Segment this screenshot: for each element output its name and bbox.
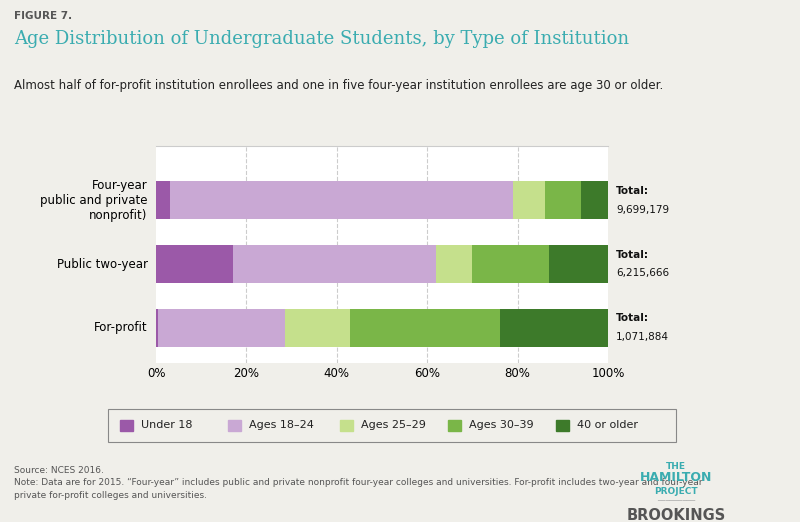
Bar — [170, 181, 513, 219]
Bar — [350, 309, 499, 347]
Text: Total:: Total: — [616, 250, 649, 259]
Text: Ages 25–29: Ages 25–29 — [361, 420, 426, 431]
Text: BROOKINGS: BROOKINGS — [626, 508, 726, 522]
Text: Source: NCES 2016.
Note: Data are for 2015. “Four-year” includes public and priv: Source: NCES 2016. Note: Data are for 20… — [14, 466, 703, 500]
Text: Age Distribution of Undergraduate Students, by Type of Institution: Age Distribution of Undergraduate Studen… — [14, 30, 630, 48]
Bar — [156, 181, 170, 219]
Bar — [156, 245, 233, 283]
Text: FIGURE 7.: FIGURE 7. — [14, 11, 73, 21]
Text: 9,699,179: 9,699,179 — [616, 205, 669, 215]
Text: 6,215,666: 6,215,666 — [616, 268, 669, 278]
Text: THE: THE — [666, 462, 686, 471]
Bar — [285, 309, 350, 347]
Text: Total:: Total: — [616, 313, 649, 323]
Bar — [436, 245, 472, 283]
Bar — [158, 309, 285, 347]
Text: ─────────: ───────── — [657, 499, 695, 504]
Bar — [156, 309, 158, 347]
Text: Ages 18–24: Ages 18–24 — [249, 420, 314, 431]
Bar — [472, 245, 550, 283]
Text: PROJECT: PROJECT — [654, 487, 698, 496]
Bar — [550, 245, 608, 283]
Text: 1,071,884: 1,071,884 — [616, 332, 669, 342]
Text: 40 or older: 40 or older — [577, 420, 638, 431]
Bar — [513, 181, 545, 219]
Bar — [545, 181, 581, 219]
Bar — [581, 181, 608, 219]
Text: Ages 30–39: Ages 30–39 — [469, 420, 534, 431]
Text: Almost half of for-profit institution enrollees and one in five four-year instit: Almost half of for-profit institution en… — [14, 79, 664, 92]
Text: HAMILTON: HAMILTON — [640, 471, 712, 484]
Text: Total:: Total: — [616, 186, 649, 196]
Text: Under 18: Under 18 — [141, 420, 192, 431]
Bar — [499, 309, 608, 347]
Bar — [233, 245, 436, 283]
